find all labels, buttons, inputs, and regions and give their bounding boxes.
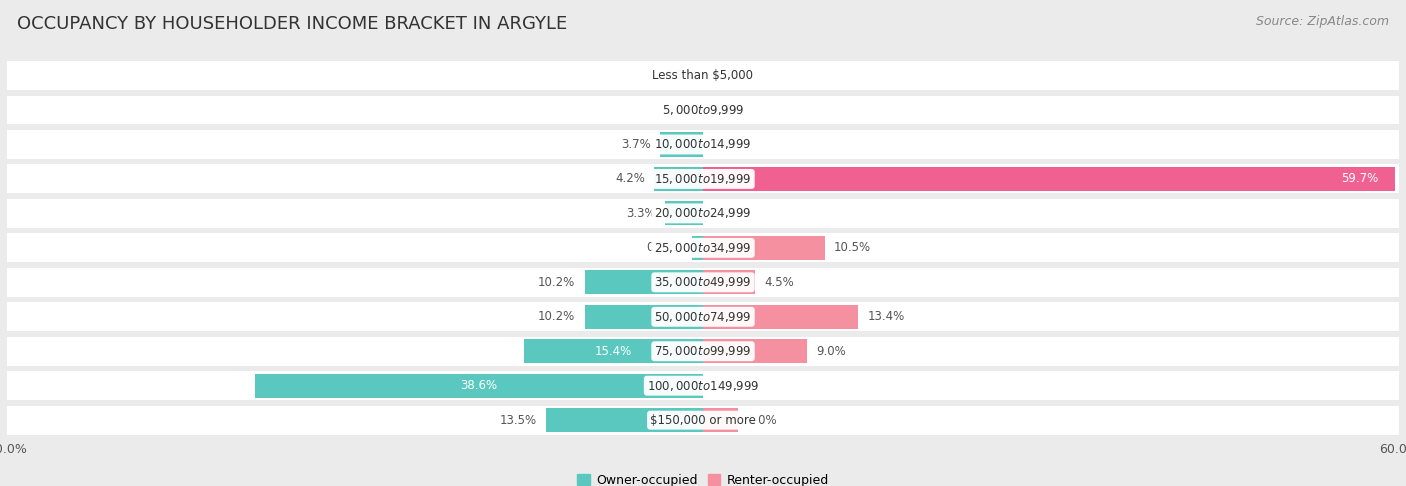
Bar	[585, 270, 703, 295]
Text: $15,000 to $19,999: $15,000 to $19,999	[654, 172, 752, 186]
Text: 3.3%: 3.3%	[626, 207, 655, 220]
Text: 4.5%: 4.5%	[765, 276, 794, 289]
Text: Less than $5,000: Less than $5,000	[652, 69, 754, 82]
Bar	[7, 164, 1399, 193]
Text: 9.0%: 9.0%	[817, 345, 846, 358]
Text: 0.0%: 0.0%	[713, 207, 742, 220]
Text: $50,000 to $74,999: $50,000 to $74,999	[654, 310, 752, 324]
Bar	[256, 374, 703, 398]
Bar	[654, 167, 703, 191]
Text: 0.0%: 0.0%	[713, 104, 742, 117]
Text: $20,000 to $24,999: $20,000 to $24,999	[654, 207, 752, 220]
Text: 38.6%: 38.6%	[461, 379, 498, 392]
Text: 3.0%: 3.0%	[747, 414, 776, 427]
Text: 0.0%: 0.0%	[713, 69, 742, 82]
Text: Source: ZipAtlas.com: Source: ZipAtlas.com	[1256, 15, 1389, 28]
Text: $25,000 to $34,999: $25,000 to $34,999	[654, 241, 752, 255]
Text: 4.2%: 4.2%	[616, 173, 645, 186]
Bar	[7, 199, 1399, 228]
Bar	[7, 371, 1399, 400]
Bar	[7, 302, 1399, 331]
Bar	[7, 406, 1399, 434]
Text: 0.0%: 0.0%	[713, 138, 742, 151]
Text: 0.93%: 0.93%	[645, 242, 683, 254]
Text: 13.5%: 13.5%	[501, 414, 537, 427]
Text: 0.0%: 0.0%	[664, 104, 693, 117]
Bar	[7, 268, 1399, 297]
Text: $5,000 to $9,999: $5,000 to $9,999	[662, 103, 744, 117]
Legend: Owner-occupied, Renter-occupied: Owner-occupied, Renter-occupied	[572, 469, 834, 486]
Bar	[703, 339, 807, 364]
Text: 10.5%: 10.5%	[834, 242, 872, 254]
Text: $75,000 to $99,999: $75,000 to $99,999	[654, 344, 752, 358]
Bar	[524, 339, 703, 364]
Text: 0.0%: 0.0%	[713, 379, 742, 392]
Bar	[665, 201, 703, 226]
Text: $100,000 to $149,999: $100,000 to $149,999	[647, 379, 759, 393]
Bar	[659, 132, 703, 156]
Text: 15.4%: 15.4%	[595, 345, 633, 358]
Text: $150,000 or more: $150,000 or more	[650, 414, 756, 427]
Bar	[7, 233, 1399, 262]
Bar	[703, 305, 859, 329]
Bar	[7, 96, 1399, 124]
Bar	[703, 270, 755, 295]
Bar	[547, 408, 703, 432]
Bar	[703, 408, 738, 432]
Bar	[585, 305, 703, 329]
Bar	[703, 167, 1396, 191]
Bar	[692, 236, 703, 260]
Text: $10,000 to $14,999: $10,000 to $14,999	[654, 138, 752, 152]
Text: 10.2%: 10.2%	[538, 310, 575, 323]
Bar	[7, 130, 1399, 159]
Bar	[7, 61, 1399, 90]
Text: 3.7%: 3.7%	[621, 138, 651, 151]
Text: 13.4%: 13.4%	[868, 310, 905, 323]
Text: 59.7%: 59.7%	[1341, 173, 1378, 186]
Text: 10.2%: 10.2%	[538, 276, 575, 289]
Text: OCCUPANCY BY HOUSEHOLDER INCOME BRACKET IN ARGYLE: OCCUPANCY BY HOUSEHOLDER INCOME BRACKET …	[17, 15, 567, 33]
Bar	[7, 337, 1399, 366]
Text: 0.0%: 0.0%	[664, 69, 693, 82]
Bar	[703, 236, 825, 260]
Text: $35,000 to $49,999: $35,000 to $49,999	[654, 276, 752, 289]
